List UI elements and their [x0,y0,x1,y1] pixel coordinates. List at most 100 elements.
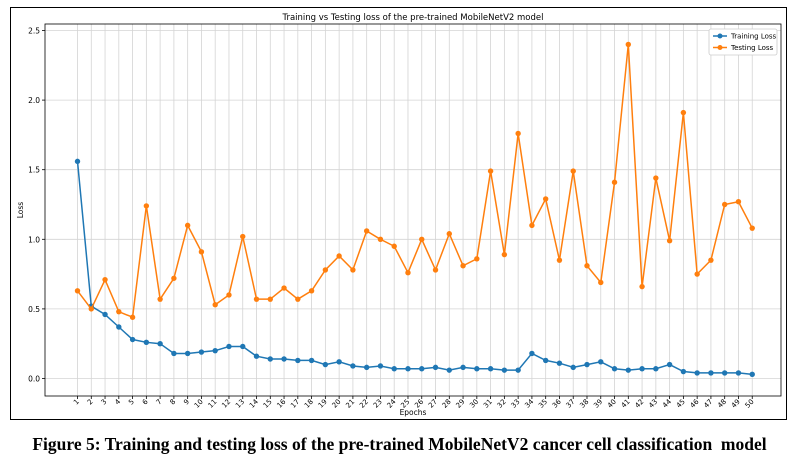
training-loss-point [515,367,521,373]
testing-loss-point [432,267,439,273]
testing-loss-point [377,236,384,242]
training-loss-point [446,367,452,373]
training-loss-point [143,339,150,346]
y-tick-label: 2.0 [28,96,40,105]
x-tick-label: 42 [634,398,646,410]
y-tick-label: 0.5 [28,305,40,314]
legend-label: Testing Loss [730,44,774,52]
y-tick-label: 1.0 [28,235,40,244]
plot-area [45,24,781,396]
testing-loss-point [102,276,108,283]
training-loss-point [377,363,384,369]
x-tick-label: 14 [248,397,260,409]
y-tick-label: 0.0 [28,375,40,384]
training-loss-point [116,324,122,330]
x-tick-label: 17 [289,398,301,410]
training-loss-point [198,349,205,355]
training-loss-point [350,363,356,369]
x-tick-label: 39 [592,398,604,410]
x-tick-label: 8 [168,398,177,407]
testing-loss-point [116,308,122,315]
x-tick-label: 24 [386,397,398,409]
testing-loss-point [611,179,618,185]
x-tick-label: 28 [441,398,453,410]
y-tick-label: 1.5 [28,166,40,175]
training-loss-point [267,356,273,362]
training-loss-point [419,366,425,372]
testing-loss-point [639,283,645,290]
testing-loss-point [363,228,370,234]
x-tick-label: 21 [344,398,356,410]
x-tick-label: 16 [275,397,287,409]
testing-loss-point [419,236,425,242]
testing-loss-point [308,288,315,294]
training-loss-point [542,357,549,364]
training-loss-point [322,361,329,368]
x-tick-label: 12 [220,398,232,410]
training-loss-point [212,347,218,354]
testing-loss-point [391,243,397,249]
x-tick-label: 18 [303,398,315,410]
x-tick-label: 32 [496,398,508,410]
testing-loss-point [198,249,205,255]
x-tick-label: 36 [551,397,563,409]
training-loss-point [611,366,618,372]
x-tick-label: 45 [675,398,687,410]
testing-loss-point [171,275,177,281]
testing-loss-point [143,203,150,209]
training-loss-point [570,364,576,371]
testing-loss-point [405,270,411,276]
series-line-testing [76,44,753,319]
training-loss-point [556,360,563,366]
testing-loss-point [184,222,191,229]
x-tick-label: 47 [702,398,714,410]
x-tick-label: 29 [455,398,467,410]
legend-swatch-marker [717,45,723,50]
training-loss-point [666,361,673,368]
testing-loss-point [267,296,273,302]
loss-line-chart: 0.00.51.01.52.02.51 2 3 4 5 6 7 8 9 10 11 12 13 14 15 1… [16,13,782,417]
training-loss-point [171,350,177,357]
testing-loss-point [708,257,714,263]
training-loss-point [749,371,755,378]
testing-loss-point [295,296,301,302]
training-loss-point [281,356,287,362]
x-tick-label: 2 [86,398,95,407]
x-tick-label: 34 [523,397,535,409]
training-loss-point [735,370,742,376]
training-loss-point [598,359,604,365]
x-tick-label: 49 [730,398,742,410]
x-tick-label: 22 [358,398,370,410]
training-loss-point [405,366,411,372]
testing-loss-point [735,199,742,205]
training-loss-point [432,364,439,371]
testing-loss-point [129,314,136,320]
training-loss-point [308,357,315,364]
testing-loss-point [653,175,659,181]
training-loss-point [460,364,466,371]
testing-loss-point [542,196,549,202]
x-tick-label: 11 [207,398,219,410]
x-tick-label: 19 [317,398,329,410]
x-tick-label: 41 [620,398,632,410]
testing-loss-point [749,225,755,231]
testing-loss-point [281,285,287,291]
x-tick-label: 13 [234,398,246,410]
y-axis-label: Loss [16,202,25,219]
training-loss-point [363,364,370,371]
training-loss-point [295,357,301,364]
training-loss-point [129,336,136,343]
training-loss-point [639,366,645,372]
x-tick-label: 33 [510,398,522,410]
x-tick-label: 6 [141,397,150,406]
testing-loss-point [446,231,452,237]
training-loss-point [184,350,191,357]
testing-loss-point [625,41,631,48]
x-tick-label: 38 [578,398,590,410]
training-loss-point [102,311,108,318]
training-loss-point [721,370,728,376]
x-tick-label: 35 [537,398,549,410]
x-tick-label: 31 [482,398,494,410]
training-loss-point [391,366,397,372]
training-loss-point [708,370,714,376]
